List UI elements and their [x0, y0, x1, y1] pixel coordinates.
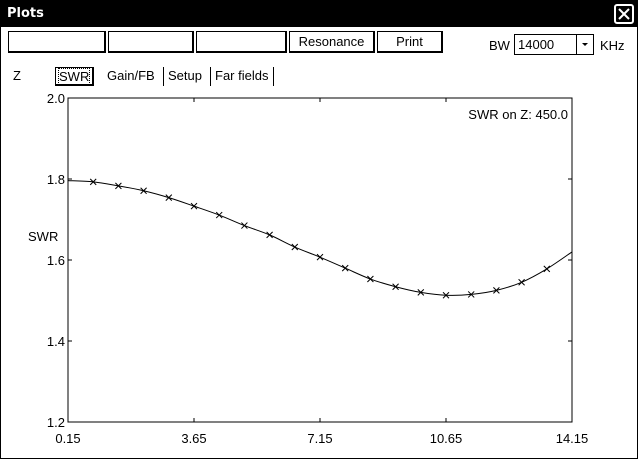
bw-value: 14000 — [518, 37, 555, 52]
x-tick-label: 0.15 — [55, 431, 80, 446]
data-point-marker — [115, 182, 122, 190]
data-point-marker — [341, 264, 349, 272]
bw-label: BW — [489, 38, 510, 53]
swr-chart: SWR on Z: 450.0 SWR 0.15 3.65 7.15 10.65 14.… — [28, 91, 589, 446]
chevron-down-icon — [582, 43, 588, 46]
tab-gain-fb[interactable]: Gain/FB — [107, 68, 155, 83]
window-title: Plots — [7, 6, 44, 21]
tab-swr-label: SWR — [57, 68, 91, 85]
tab-divider — [210, 67, 211, 86]
plot-area — [67, 97, 573, 423]
x-tick-label: 14.15 — [556, 431, 589, 446]
tab-divider — [163, 67, 164, 86]
close-icon — [618, 8, 630, 20]
y-tick-label: 1.4 — [47, 334, 65, 349]
title-bar: Plots — [1, 1, 637, 27]
tab-setup[interactable]: Setup — [168, 68, 202, 83]
tab-divider — [273, 67, 274, 86]
data-point-marker — [165, 194, 173, 201]
swr-series-line — [67, 180, 573, 296]
resonance-button[interactable]: Resonance — [289, 31, 375, 53]
blank-button-2[interactable] — [108, 31, 194, 53]
blank-button-1[interactable] — [8, 31, 106, 53]
x-tick-label: 10.65 — [430, 431, 463, 446]
y-tick-label: 1.6 — [47, 253, 65, 268]
x-tick-label: 7.15 — [307, 431, 332, 446]
data-point-marker — [190, 202, 198, 210]
y-axis-label: SWR — [28, 229, 58, 244]
data-point-marker — [543, 265, 551, 273]
close-button[interactable] — [614, 4, 634, 24]
y-tick-label: 1.2 — [47, 415, 65, 430]
blank-button-3[interactable] — [196, 31, 287, 53]
data-point-marker — [367, 275, 374, 283]
data-point-marker — [291, 243, 299, 251]
tab-swr[interactable]: SWR — [55, 67, 95, 86]
data-point-marker — [392, 283, 399, 291]
data-point-marker — [493, 287, 500, 294]
data-point-marker — [140, 187, 147, 195]
data-point-marker — [316, 253, 324, 261]
data-point-marker — [442, 291, 450, 299]
data-point-marker — [467, 291, 475, 298]
y-tick-label: 1.8 — [47, 172, 65, 187]
data-point-marker — [241, 222, 248, 229]
x-tick-label: 3.65 — [181, 431, 206, 446]
y-tick-label: 2.0 — [47, 91, 65, 106]
bw-unit-label: KHz — [600, 38, 625, 53]
data-point-marker — [266, 231, 273, 239]
dropdown-arrow-button[interactable] — [576, 35, 593, 54]
chart-title: SWR on Z: 450.0 — [468, 107, 568, 122]
data-point-marker — [518, 278, 525, 286]
client-area: Resonance Print BW 14000 KHz Z SWR Gain/… — [3, 27, 635, 456]
tab-z[interactable]: Z — [13, 68, 21, 83]
data-point-marker — [215, 211, 223, 219]
print-button[interactable]: Print — [377, 31, 443, 53]
data-point-marker — [89, 178, 97, 186]
bw-dropdown[interactable]: 14000 — [514, 34, 594, 55]
tab-far-fields[interactable]: Far fields — [215, 68, 269, 83]
data-point-marker — [417, 289, 425, 296]
